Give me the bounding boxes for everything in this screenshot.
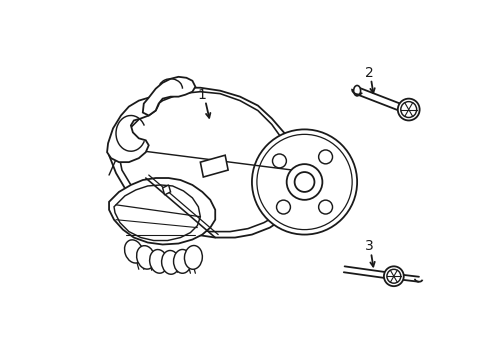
Ellipse shape	[272, 154, 286, 168]
Ellipse shape	[124, 240, 143, 263]
Ellipse shape	[251, 129, 356, 235]
Ellipse shape	[318, 200, 332, 214]
Ellipse shape	[386, 269, 400, 283]
Ellipse shape	[397, 99, 419, 121]
Ellipse shape	[353, 85, 360, 96]
Text: 1: 1	[198, 88, 206, 102]
Ellipse shape	[286, 164, 322, 200]
Ellipse shape	[383, 266, 403, 286]
Ellipse shape	[256, 134, 351, 230]
Text: 3: 3	[364, 239, 373, 253]
Ellipse shape	[173, 249, 191, 273]
Ellipse shape	[276, 200, 290, 214]
Polygon shape	[200, 155, 228, 177]
Ellipse shape	[162, 251, 179, 274]
Ellipse shape	[136, 246, 155, 269]
Polygon shape	[142, 77, 195, 116]
Ellipse shape	[294, 172, 314, 192]
Text: 2: 2	[364, 66, 373, 80]
Polygon shape	[107, 98, 158, 162]
Ellipse shape	[149, 249, 167, 273]
Ellipse shape	[400, 102, 416, 117]
Polygon shape	[109, 178, 215, 244]
Ellipse shape	[184, 246, 202, 269]
Ellipse shape	[318, 150, 332, 164]
Polygon shape	[163, 185, 170, 195]
Polygon shape	[109, 88, 299, 238]
